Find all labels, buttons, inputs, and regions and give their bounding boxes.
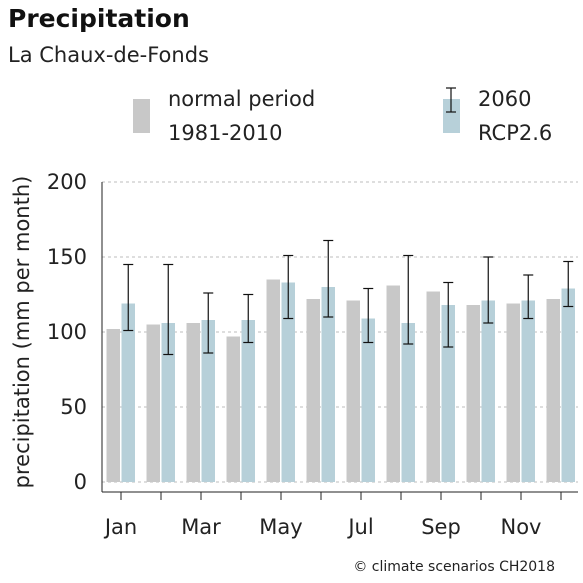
- x-tick-label: May: [259, 515, 302, 539]
- bar-normal: [146, 324, 160, 482]
- bar-normal: [426, 291, 440, 482]
- bar-normal: [306, 299, 320, 482]
- x-tick-label: Jan: [103, 515, 137, 539]
- copyright-credit: © climate scenarios CH2018: [353, 559, 555, 575]
- bar-2060: [161, 323, 175, 482]
- chart-title: Precipitation: [8, 4, 190, 33]
- legend-label-normal-1: normal period: [168, 87, 316, 111]
- bar-2060: [481, 300, 495, 482]
- legend-swatch-future: [443, 99, 460, 133]
- y-tick-label: 200: [47, 170, 87, 194]
- bar-normal: [226, 336, 240, 482]
- x-tick-label: Jul: [346, 515, 373, 539]
- x-tick-label: Nov: [501, 515, 542, 539]
- y-tick-label: 100: [47, 320, 87, 344]
- bar-2060: [361, 318, 375, 482]
- bar-2060: [201, 320, 215, 482]
- bar-2060: [441, 305, 455, 482]
- x-tick-label: Sep: [421, 515, 461, 539]
- bar-normal: [346, 300, 360, 482]
- bar-normal: [386, 285, 400, 482]
- chart-subtitle: La Chaux-de-Fonds: [8, 43, 209, 67]
- legend-label-future-2: RCP2.6: [478, 121, 553, 145]
- legend-label-future-1: 2060: [478, 87, 532, 111]
- legend-swatch-normal: [133, 99, 150, 133]
- y-tick-label: 0: [74, 470, 87, 494]
- bar-normal: [106, 329, 120, 482]
- bar-normal: [546, 299, 560, 482]
- bar-normal: [186, 323, 200, 482]
- bar-2060: [321, 287, 335, 482]
- bar-2060: [241, 320, 255, 482]
- y-tick-label: 50: [60, 395, 87, 419]
- bar-2060: [121, 303, 135, 482]
- y-tick-label: 150: [47, 245, 87, 269]
- y-axis-label: precipitation (mm per month): [10, 176, 34, 489]
- x-tick-label: Mar: [181, 515, 221, 539]
- bar-2060: [561, 288, 575, 482]
- bar-2060: [281, 282, 295, 482]
- bar-2060: [521, 300, 535, 482]
- bar-normal: [506, 303, 520, 482]
- bar-normal: [266, 279, 280, 482]
- bar-2060: [401, 323, 415, 482]
- bar-normal: [466, 305, 480, 482]
- legend-label-normal-2: 1981-2010: [168, 121, 283, 145]
